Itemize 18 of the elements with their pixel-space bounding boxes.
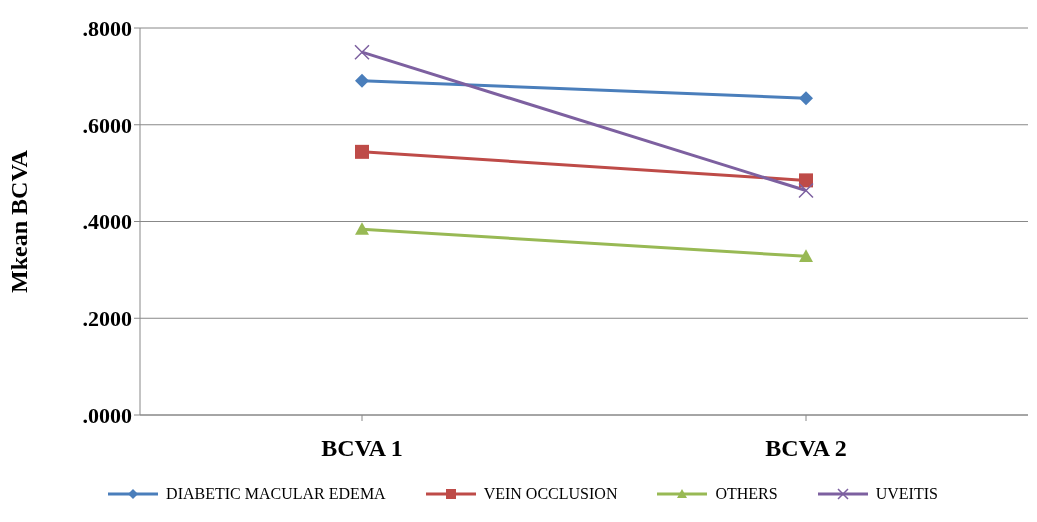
legend-label: OTHERS bbox=[715, 485, 778, 503]
x-tick-label: BCVA 1 bbox=[321, 435, 403, 462]
y-tick-label: .6000 bbox=[82, 112, 132, 138]
y-tick-label: .8000 bbox=[82, 15, 132, 41]
point bbox=[355, 144, 369, 159]
y-tick-label: .4000 bbox=[82, 209, 132, 235]
legend-label: VEIN OCCLUSION bbox=[483, 485, 618, 503]
y-tick-label: .0000 bbox=[82, 402, 132, 428]
y-axis-title: Mkean BCVA bbox=[5, 149, 32, 293]
legend-label: UVEITIS bbox=[875, 485, 938, 503]
point bbox=[355, 73, 369, 88]
x-tick-label: BCVA 2 bbox=[765, 435, 847, 462]
point bbox=[799, 173, 813, 188]
y-tick-label: .2000 bbox=[82, 306, 132, 332]
point bbox=[798, 182, 814, 199]
point bbox=[354, 44, 370, 60]
legend-label: DIABETIC MACULAR EDEMA bbox=[166, 485, 386, 503]
point bbox=[799, 91, 813, 106]
